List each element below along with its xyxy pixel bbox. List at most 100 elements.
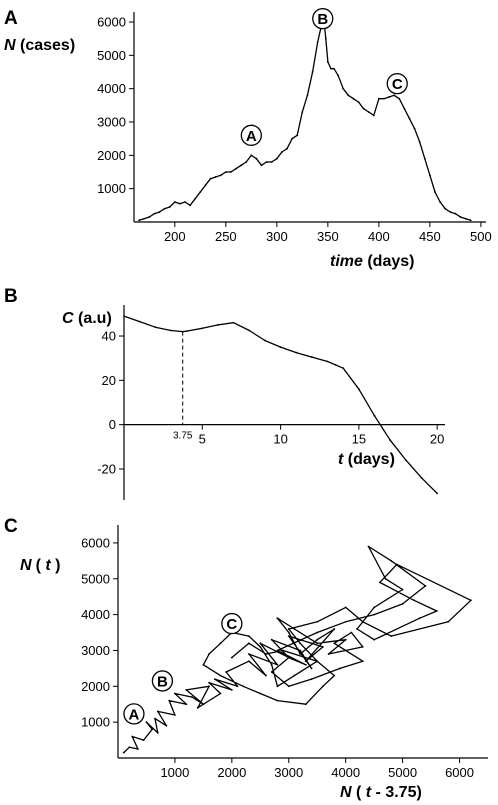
data-point xyxy=(396,563,398,566)
data-point xyxy=(122,751,125,754)
y-tick-label: 6000 xyxy=(81,535,110,550)
data-point xyxy=(333,628,336,630)
data-point xyxy=(217,324,219,326)
data-point xyxy=(293,674,296,677)
data-point xyxy=(154,717,156,720)
annotation-label: 3.75 xyxy=(173,431,193,442)
panel-b-chart: 5 10 15 20 -20 0 20 40 3.75 xyxy=(97,305,445,500)
data-point xyxy=(270,638,273,641)
panel-a-xlabel: time (days) xyxy=(330,253,414,270)
data-point xyxy=(230,656,233,659)
y-tick-label: 3000 xyxy=(81,643,110,658)
data-point xyxy=(444,207,447,210)
data-point xyxy=(347,94,350,97)
data-point xyxy=(287,628,290,630)
data-point xyxy=(330,67,332,70)
y-tick-label: 4000 xyxy=(97,81,126,96)
data-point xyxy=(191,696,193,698)
data-point xyxy=(373,638,376,641)
data-point xyxy=(145,721,148,724)
data-point xyxy=(362,107,365,110)
panel-b-ylabel: C (a.u) xyxy=(62,310,112,327)
data-point xyxy=(423,157,426,160)
data-point xyxy=(168,699,171,702)
data-point xyxy=(276,685,279,688)
x-tick-label: 20 xyxy=(430,432,444,447)
x-tick-label: 400 xyxy=(368,229,390,244)
data-point xyxy=(201,327,204,330)
data-point xyxy=(339,667,341,670)
data-point xyxy=(270,663,273,666)
data-point xyxy=(424,585,427,587)
data-point xyxy=(418,617,421,620)
marker-label: B xyxy=(157,673,168,690)
data-point xyxy=(418,141,421,143)
x-tick-label: 5 xyxy=(199,432,206,447)
data-point xyxy=(264,339,266,342)
data-point xyxy=(287,631,290,634)
marker-circle xyxy=(240,124,262,146)
data-point xyxy=(333,674,336,677)
data-point xyxy=(357,101,360,103)
data-point xyxy=(388,96,390,98)
data-point xyxy=(235,167,237,170)
data-point xyxy=(154,326,157,329)
data-point xyxy=(259,645,262,648)
marker-circle xyxy=(123,703,145,725)
data-point xyxy=(230,688,233,691)
data-point xyxy=(384,577,387,580)
data-point xyxy=(333,67,335,70)
data-point xyxy=(156,710,159,713)
data-point xyxy=(142,739,145,741)
data-point xyxy=(390,559,393,562)
data-point xyxy=(260,164,263,167)
data-point xyxy=(333,642,336,645)
data-point xyxy=(389,439,392,442)
x-tick-label: 250 xyxy=(215,229,237,244)
data-point xyxy=(304,663,307,666)
y-tick-label: 4000 xyxy=(81,607,110,622)
data-point xyxy=(316,638,319,641)
data-point xyxy=(219,692,222,695)
data-point xyxy=(454,212,457,215)
panel-b-xlabel: t (days) xyxy=(338,451,395,468)
data-point xyxy=(310,678,313,681)
data-point xyxy=(413,599,415,602)
data-point xyxy=(174,714,176,716)
data-point xyxy=(204,184,207,187)
data-point xyxy=(316,620,319,623)
data-point xyxy=(158,211,161,213)
data-point xyxy=(373,606,376,609)
data-point xyxy=(316,41,319,43)
data-point xyxy=(344,606,347,609)
marker-label: C xyxy=(226,616,237,633)
data-point xyxy=(449,211,452,213)
data-point xyxy=(208,681,210,684)
data-point xyxy=(184,201,186,203)
data-point xyxy=(311,71,314,73)
data-point xyxy=(219,674,222,677)
data-point xyxy=(128,746,131,749)
panel-c-chart: 1000 2000 3000 4000 5000 6000 1000 2000 3000 4000… xyxy=(81,525,488,780)
data-point xyxy=(413,127,416,130)
data-point xyxy=(310,667,313,670)
y-tick-label: 1000 xyxy=(97,181,126,196)
y-tick-label: 6000 xyxy=(97,15,126,30)
data-point xyxy=(378,581,381,584)
data-point xyxy=(219,174,222,177)
y-tick-label: 5000 xyxy=(97,48,126,63)
data-point xyxy=(299,642,302,645)
data-point xyxy=(189,204,192,207)
data-point xyxy=(470,599,472,602)
data-point xyxy=(281,151,283,153)
x-tick-label: 300 xyxy=(266,229,288,244)
data-point xyxy=(342,87,345,90)
data-point xyxy=(334,363,337,366)
data-point xyxy=(240,164,243,167)
x-tick-label: 1000 xyxy=(160,765,189,780)
data-point xyxy=(383,97,385,100)
data-point xyxy=(361,645,364,648)
data-point xyxy=(276,649,279,652)
data-point xyxy=(372,114,375,117)
